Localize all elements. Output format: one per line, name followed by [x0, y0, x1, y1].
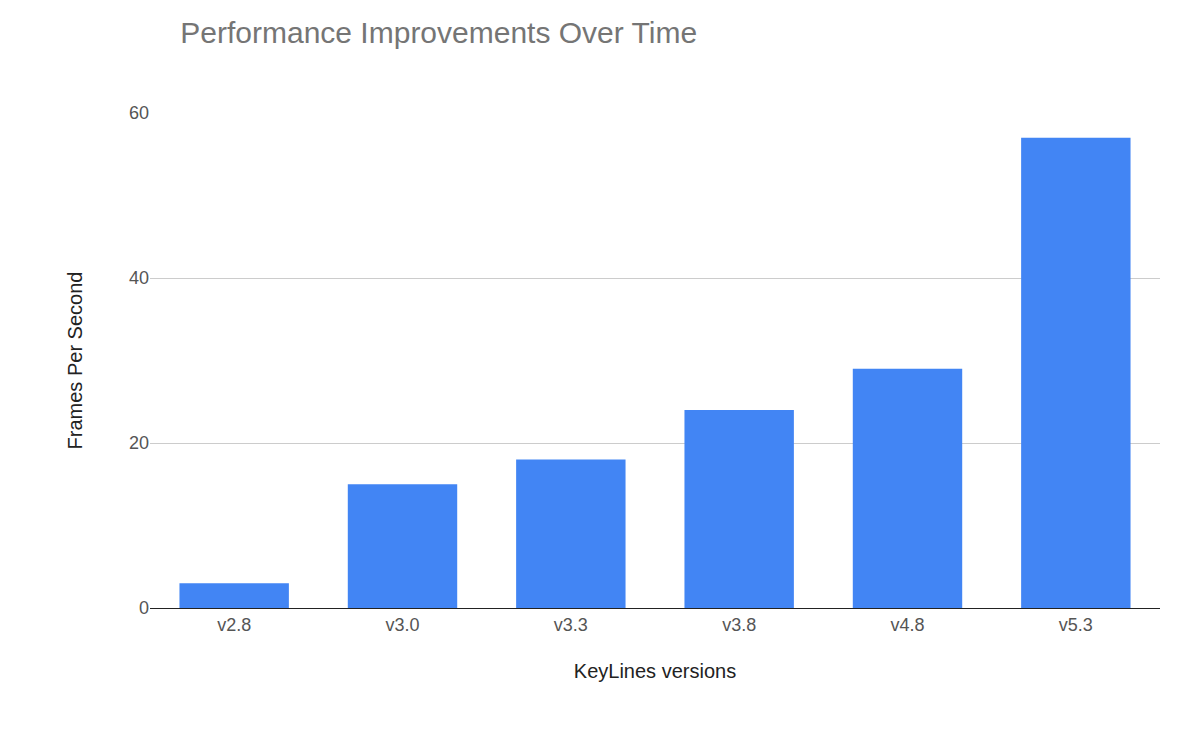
svg-text:Frames Per Second: Frames Per Second — [64, 272, 86, 450]
svg-text:v2.8: v2.8 — [217, 615, 251, 635]
svg-text:40: 40 — [129, 268, 149, 288]
svg-text:0: 0 — [139, 598, 149, 618]
svg-text:v3.8: v3.8 — [722, 615, 756, 635]
svg-text:60: 60 — [129, 103, 149, 123]
svg-text:v3.3: v3.3 — [554, 615, 588, 635]
svg-text:v4.8: v4.8 — [890, 615, 924, 635]
svg-text:KeyLines versions: KeyLines versions — [574, 660, 736, 682]
svg-text:v5.3: v5.3 — [1059, 615, 1093, 635]
svg-text:20: 20 — [129, 433, 149, 453]
svg-text:v3.0: v3.0 — [385, 615, 419, 635]
svg-text:Performance Improvements Over: Performance Improvements Over Time — [180, 16, 697, 49]
